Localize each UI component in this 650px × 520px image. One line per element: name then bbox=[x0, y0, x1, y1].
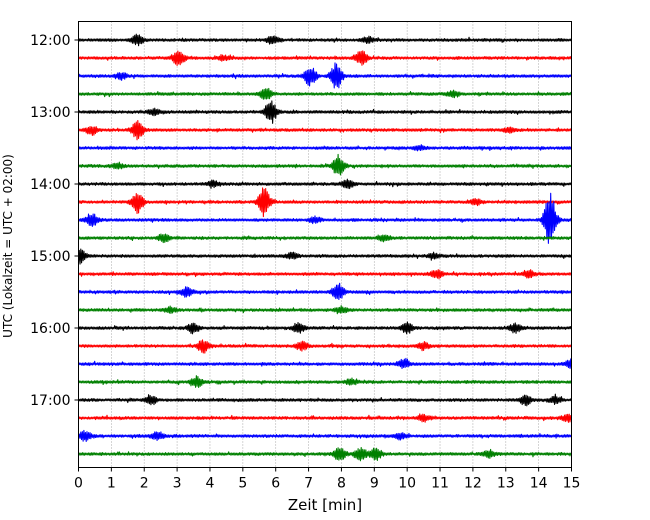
x-tick-label: 3 bbox=[173, 476, 182, 492]
x-tick-label: 9 bbox=[370, 476, 379, 492]
trace-1445 bbox=[77, 233, 573, 244]
trace-1315 bbox=[77, 119, 573, 141]
trace-1230 bbox=[77, 62, 572, 89]
y-tick-label: 16:00 bbox=[30, 321, 70, 337]
trace-1700 bbox=[77, 393, 573, 407]
trace-1645 bbox=[77, 375, 573, 389]
x-tick-label: 6 bbox=[271, 476, 280, 492]
trace-1600 bbox=[77, 321, 573, 335]
y-tick-label: 15:00 bbox=[30, 249, 70, 265]
trace-1630 bbox=[77, 357, 573, 370]
trace-1345 bbox=[78, 153, 573, 176]
x-tick-label: 2 bbox=[140, 476, 149, 492]
y-tick-label: 17:00 bbox=[30, 393, 70, 409]
trace-1400 bbox=[77, 178, 573, 190]
grid-lines bbox=[111, 21, 539, 468]
trace-1300 bbox=[77, 100, 573, 124]
plot-frame bbox=[78, 21, 572, 468]
trace-1515 bbox=[78, 269, 573, 280]
trace-1330 bbox=[77, 144, 573, 152]
y-tick-label: 12:00 bbox=[30, 33, 70, 49]
trace-1545 bbox=[77, 305, 573, 315]
x-tick-label: 8 bbox=[337, 476, 346, 492]
x-tick-label: 12 bbox=[464, 476, 482, 492]
x-tick-label: 15 bbox=[563, 476, 581, 492]
trace-1615 bbox=[77, 339, 573, 354]
seismic-traces bbox=[77, 33, 573, 462]
trace-1415 bbox=[77, 187, 573, 218]
x-tick-label: 10 bbox=[398, 476, 416, 492]
y-tick-label: 14:00 bbox=[30, 177, 70, 193]
trace-1715 bbox=[77, 413, 573, 423]
x-tick-label: 4 bbox=[206, 476, 215, 492]
trace-1730 bbox=[77, 429, 573, 443]
x-tick-label: 7 bbox=[304, 476, 313, 492]
x-tick-label: 0 bbox=[74, 476, 83, 492]
trace-1745 bbox=[78, 447, 572, 462]
x-tick-label: 13 bbox=[497, 476, 515, 492]
y-tick-label: 13:00 bbox=[30, 105, 70, 121]
x-tick-label: 14 bbox=[530, 476, 548, 492]
trace-1530 bbox=[77, 282, 573, 301]
y-axis-title: UTC (Lokalzeit = UTC + 02:00) bbox=[1, 154, 15, 338]
trace-1430 bbox=[78, 192, 573, 244]
trace-1200 bbox=[77, 33, 573, 47]
trace-1500 bbox=[77, 248, 573, 265]
x-tick-label: 5 bbox=[238, 476, 247, 492]
axis-ticks: 0 1 2 3 4 5 6 7 8 9 10 11 12 13 14 1512:0013:0014:0015:… bbox=[30, 33, 580, 492]
x-tick-label: 11 bbox=[431, 476, 449, 492]
x-tick-label: 1 bbox=[107, 476, 116, 492]
trace-1215 bbox=[77, 50, 573, 67]
x-axis-title: Zeit [min] bbox=[288, 496, 362, 514]
trace-1245 bbox=[78, 87, 573, 100]
